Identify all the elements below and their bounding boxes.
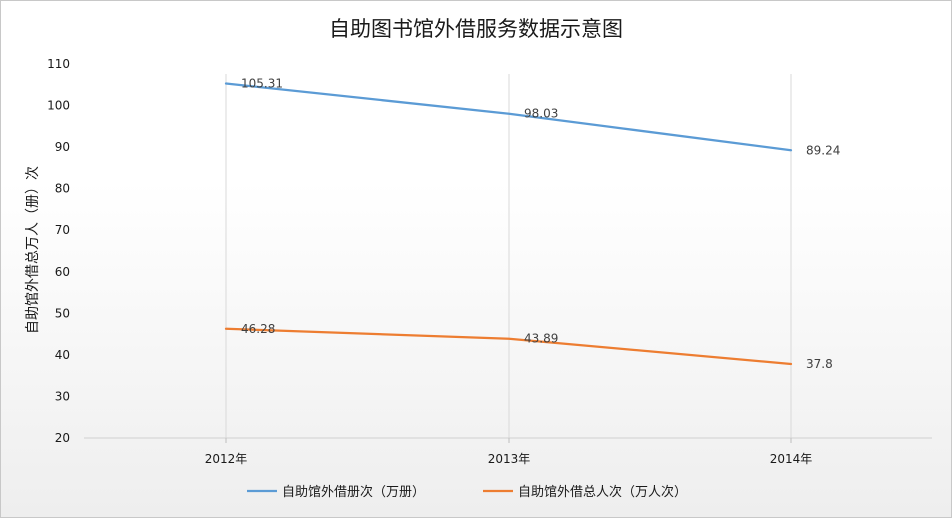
data-label: 98.03 [524,107,558,121]
data-label: 43.89 [524,332,558,346]
data-label: 105.31 [241,76,283,90]
series-line-1 [224,82,793,152]
data-label: 46.28 [241,322,275,336]
legend-label: 自助馆外借册次（万册） [282,484,425,500]
y-tick-label: 20 [55,431,70,445]
y-tick-label: 80 [55,182,70,196]
y-tick-label: 60 [55,265,70,279]
legend-label: 自助馆外借总人次（万人次） [518,484,687,500]
chart-title: 自助图书馆外借服务数据示意图 [329,17,623,41]
y-tick-label: 100 [47,99,70,113]
y-tick-label: 50 [55,306,70,320]
y-axis-label: 自助馆外借总万人（册）次 [25,166,41,334]
series-line-2 [224,327,793,366]
data-label: 89.24 [806,143,840,157]
y-tick-label: 90 [55,140,70,154]
x-tick-label: 2014年 [770,452,813,466]
y-tick-label: 40 [55,348,70,362]
y-tick-label: 70 [55,223,70,237]
y-tick-label: 30 [55,389,70,403]
x-tick-label: 2013年 [488,452,531,466]
x-tick-label: 2012年 [205,452,248,466]
y-tick-label: 110 [47,57,70,71]
data-label: 37.8 [806,357,833,371]
